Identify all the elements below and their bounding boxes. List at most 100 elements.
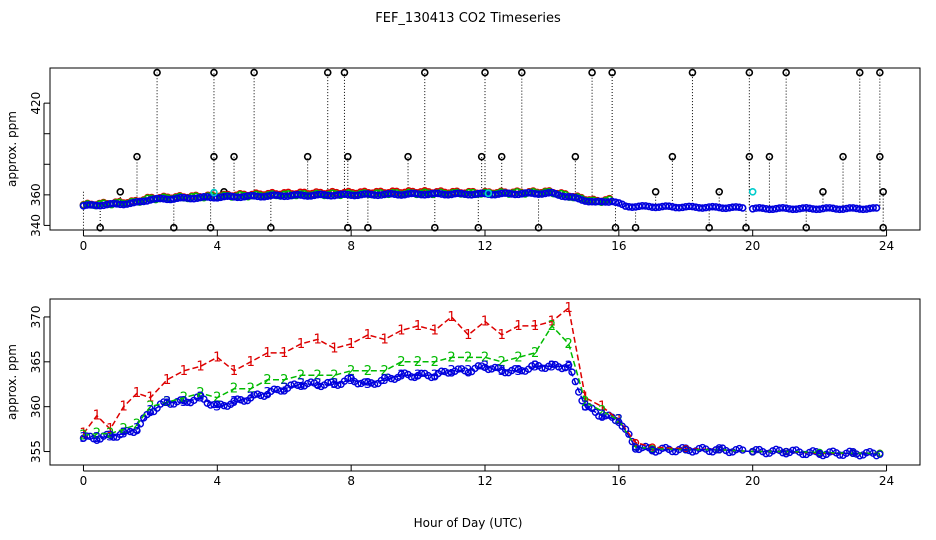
y-tick-label: 340 — [29, 214, 43, 237]
data-point-blue — [210, 400, 218, 409]
spike-point — [879, 187, 887, 196]
data-point-blue — [748, 204, 757, 213]
data-point-blue — [126, 199, 135, 208]
spike-point — [267, 223, 275, 232]
spike-point — [206, 223, 215, 232]
data-point-blue — [253, 390, 262, 398]
spike-point — [170, 223, 178, 232]
spike-point — [323, 68, 332, 77]
data-point-blue — [748, 447, 757, 456]
series-marker-red: 1 — [598, 400, 606, 415]
series-marker-blue: 3 — [133, 422, 141, 437]
data-point-cyan — [748, 187, 757, 196]
series-marker-green: 2 — [481, 350, 489, 365]
series-marker-red: 1 — [330, 341, 338, 356]
data-point-blue — [658, 444, 667, 452]
spike-point — [705, 223, 713, 232]
data-point-blue — [481, 189, 489, 198]
data-point-blue — [514, 190, 523, 199]
x-tick-label: 4 — [213, 239, 221, 253]
series-marker-red: 1 — [146, 391, 154, 406]
data-point-blue — [109, 433, 118, 441]
data-point-blue — [424, 190, 432, 199]
data-point-blue — [665, 202, 673, 211]
spike-point — [431, 223, 439, 232]
data-point-blue — [427, 373, 436, 382]
data-point-blue — [554, 191, 563, 199]
spike-point — [230, 152, 238, 161]
data-point-blue — [809, 447, 817, 455]
series-marker-blue: 3 — [464, 364, 472, 379]
data-point-blue — [467, 191, 476, 199]
data-point-blue — [578, 196, 586, 204]
series-marker-green: 2 — [263, 373, 271, 388]
series-marker-green: 2 — [598, 404, 606, 419]
data-point-blue — [755, 204, 764, 212]
series-marker-green: 2 — [380, 364, 388, 379]
data-point-blue — [447, 190, 456, 199]
data-point-blue — [815, 449, 824, 458]
data-point-blue — [829, 204, 837, 213]
data-point-blue — [568, 193, 576, 201]
series-marker-green: 2 — [213, 391, 221, 406]
series-marker-green: 2 — [464, 350, 472, 365]
spike-point — [133, 152, 141, 161]
data-point-blue — [146, 196, 155, 204]
data-point-blue — [133, 426, 141, 435]
data-point-blue — [682, 446, 690, 454]
series-marker-blue: 3 — [297, 377, 305, 392]
series-marker-green: 2 — [548, 319, 556, 334]
data-point-blue — [297, 191, 305, 199]
series-marker-blue: 3 — [106, 429, 114, 444]
series-marker-green: 2 — [514, 350, 522, 365]
series-marker-red: 1 — [397, 323, 405, 338]
data-point-blue — [524, 189, 533, 197]
spike-point — [153, 68, 161, 77]
series-marker-blue: 3 — [431, 368, 439, 383]
y-tick-label: 370 — [29, 305, 43, 328]
spike-point — [497, 152, 506, 161]
data-point-blue — [166, 400, 175, 408]
series-marker-blue: 3 — [163, 395, 171, 410]
data-point-blue — [233, 395, 242, 403]
x-tick-label: 24 — [879, 239, 894, 253]
data-point-blue — [678, 203, 687, 212]
data-point-blue — [698, 204, 707, 212]
data-point-blue — [190, 194, 198, 203]
data-point-blue — [518, 189, 526, 198]
series-marker-red: 1 — [93, 409, 101, 424]
x-tick-label: 0 — [80, 474, 88, 488]
series-marker-blue: 3 — [230, 395, 238, 410]
spike-point — [210, 152, 218, 161]
series-marker-green: 2 — [347, 364, 355, 379]
data-point-blue — [732, 445, 740, 454]
spike-point — [344, 152, 352, 161]
data-point-blue — [220, 401, 228, 410]
top-plot: approx. ppm 0 4 8 12 16 20 24 340 360 420 — [5, 67, 921, 253]
bottom-plot-ylabel: approx. ppm — [5, 344, 19, 420]
series-marker-blue: 3 — [531, 359, 539, 374]
data-point-blue — [370, 380, 379, 388]
data-point-blue — [250, 391, 258, 399]
spike-point — [344, 223, 352, 232]
data-point-blue — [869, 204, 877, 212]
data-point-blue — [344, 190, 352, 199]
x-tick-label: 8 — [347, 474, 355, 488]
data-point-blue — [250, 192, 258, 200]
data-point-blue — [203, 193, 212, 201]
data-point-blue — [648, 446, 657, 454]
data-point-blue — [166, 195, 175, 204]
series-marker-red: 1 — [380, 332, 388, 347]
data-point-blue — [324, 378, 332, 387]
data-point-blue — [317, 190, 325, 199]
y-tick-label: 360 — [29, 395, 43, 418]
spike-point — [819, 187, 827, 196]
series-marker-red: 1 — [79, 427, 87, 442]
data-point-blue — [802, 204, 811, 212]
series-marker-blue: 3 — [146, 404, 154, 419]
spike-point — [588, 68, 596, 77]
data-point-blue — [518, 367, 526, 375]
series-marker-red: 1 — [163, 373, 171, 388]
